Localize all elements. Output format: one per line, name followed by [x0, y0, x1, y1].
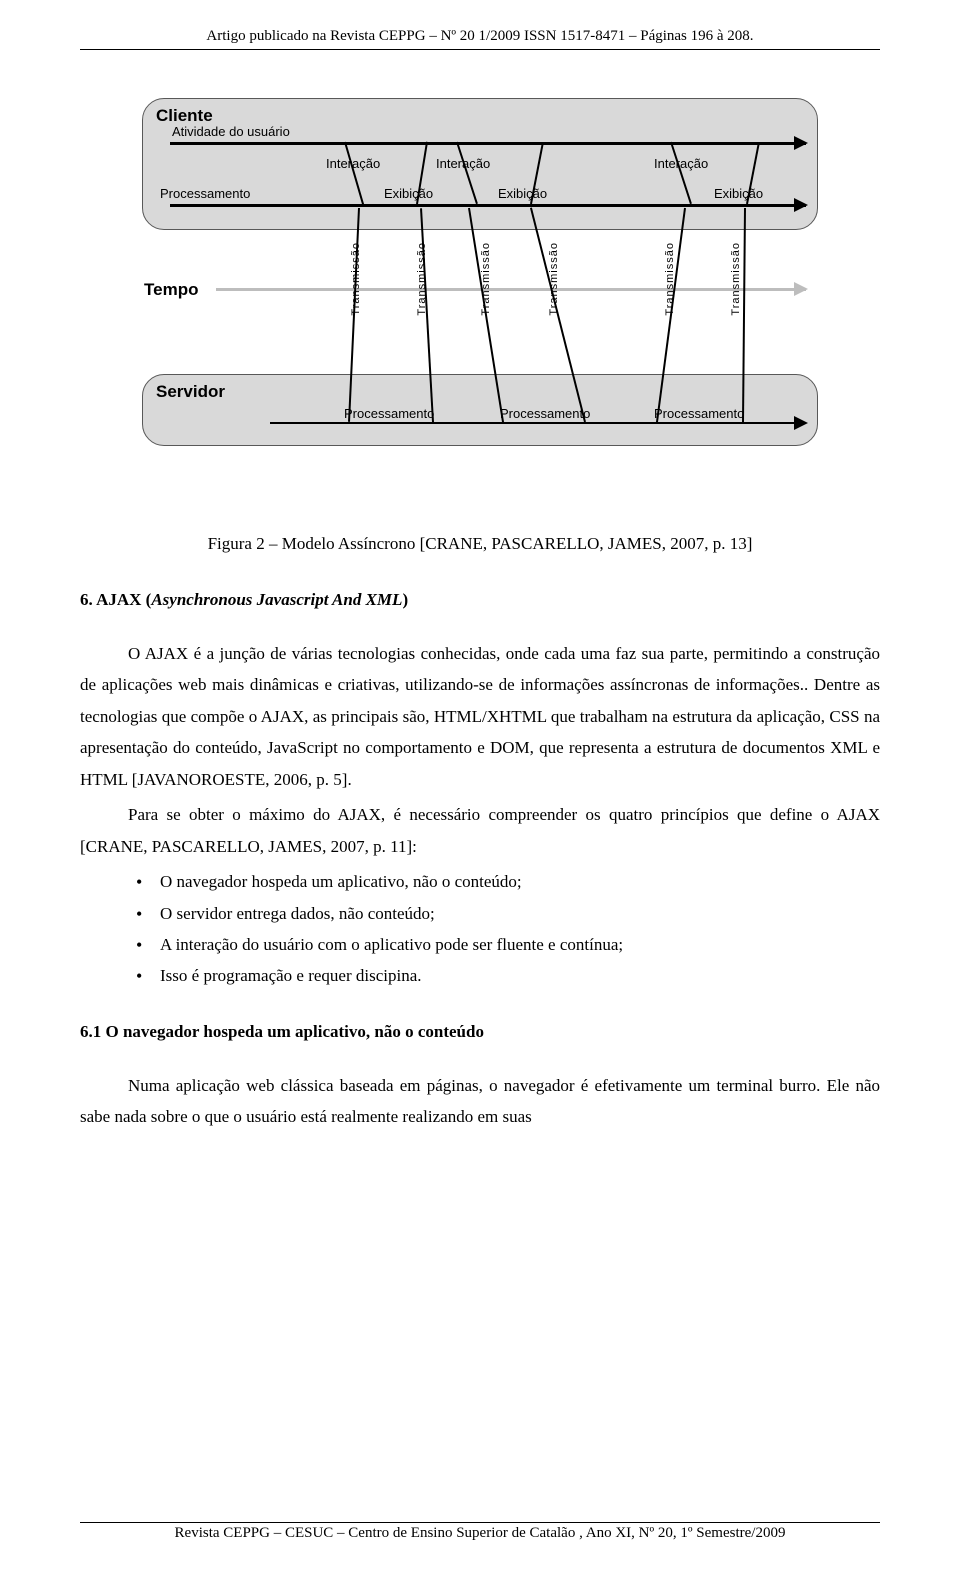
diagram-label: Tempo — [144, 280, 198, 300]
principles-list: O navegador hospeda um aplicativo, não o… — [80, 866, 880, 992]
diagram-inner-label: Processamento — [654, 406, 744, 421]
diagram-vertical-label: Transmissão — [664, 242, 676, 316]
list-item: A interação do usuário com o aplicativo … — [136, 929, 880, 960]
ajax-async-model-diagram: Cliente Tempo Servidor Atividade do usuário… — [130, 90, 830, 510]
diagram-axis — [270, 422, 806, 424]
diagram-inner-label: Atividade do usuário — [172, 124, 290, 139]
diagram-axis — [170, 204, 806, 207]
section-number: 6. — [80, 590, 93, 609]
body-paragraph: Numa aplicação web clássica baseada em p… — [80, 1070, 880, 1133]
diagram-inner-label: Interação — [654, 156, 708, 171]
diagram-box-label: Servidor — [156, 382, 225, 402]
diagram-inner-label: Exibição — [498, 186, 547, 201]
diagram-vertical-label: Transmissão — [730, 242, 742, 316]
diagram-inner-label: Exibição — [714, 186, 763, 201]
subsection-title: 6.1 O navegador hospeda um aplicativo, n… — [80, 1022, 880, 1042]
list-item: O navegador hospeda um aplicativo, não o… — [136, 866, 880, 897]
diagram-inner-label: Processamento — [160, 186, 250, 201]
diagram-box-label: Cliente — [156, 106, 213, 126]
page-header: Artigo publicado na Revista CEPPG – Nº 2… — [80, 28, 880, 45]
diagram-vertical-label: Transmissão — [548, 242, 560, 316]
list-item: Isso é programação e requer discipina. — [136, 960, 880, 991]
diagram-vertical-label: Transmissão — [480, 242, 492, 316]
header-rule — [80, 49, 880, 50]
diagram-inner-label: Processamento — [500, 406, 590, 421]
diagram-axis — [170, 142, 806, 145]
diagram-vertical-label: Transmissão — [350, 242, 362, 316]
section-heading: AJAX (Asynchronous Javascript And XML) — [96, 590, 408, 609]
body-paragraph: Para se obter o máximo do AJAX, é necess… — [80, 799, 880, 862]
body-paragraph: O AJAX é a junção de várias tecnologias … — [80, 638, 880, 795]
diagram-inner-label: Exibição — [384, 186, 433, 201]
section-title: 6. AJAX (Asynchronous Javascript And XML… — [80, 590, 880, 610]
diagram-axis — [216, 288, 806, 291]
list-item: O servidor entrega dados, não conteúdo; — [136, 898, 880, 929]
page-footer: Revista CEPPG – CESUC – Centro de Ensino… — [80, 1522, 880, 1542]
figure-caption: Figura 2 – Modelo Assíncrono [CRANE, PAS… — [80, 534, 880, 554]
diagram-inner-label: Processamento — [344, 406, 434, 421]
diagram-vertical-label: Transmissão — [416, 242, 428, 316]
